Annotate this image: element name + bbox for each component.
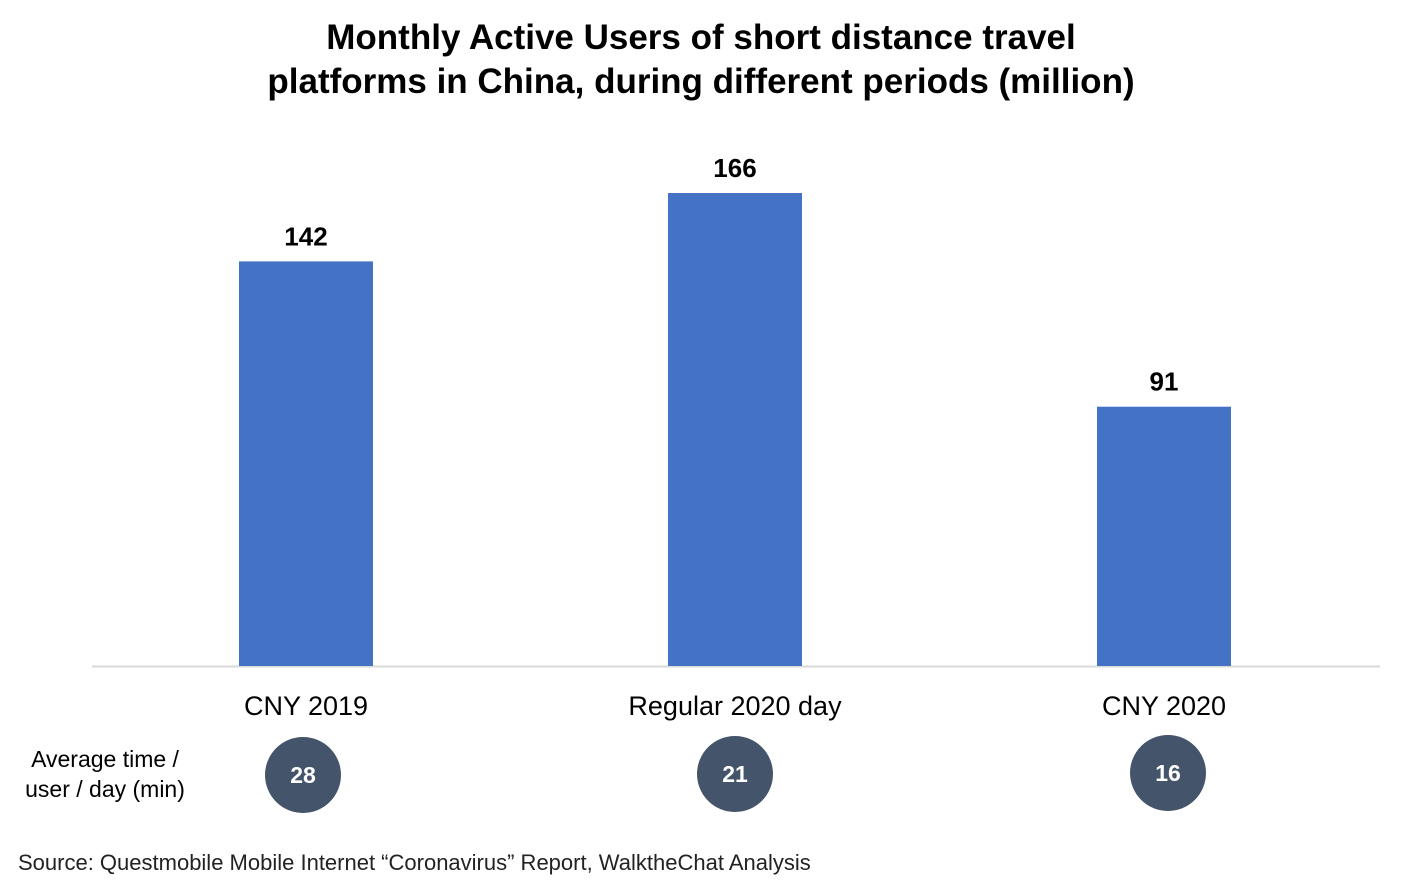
bar-3 [1097,406,1231,666]
data-label-3: 91 [1150,367,1179,397]
category-label-1: CNY 2019 [244,691,368,721]
category-label-2: Regular 2020 day [628,691,842,721]
average-time-badge-3: 16 [1130,735,1206,811]
bar-2 [668,193,802,666]
chart-title-line-1: Monthly Active Users of short distance t… [326,18,1076,57]
chart-title: Monthly Active Users of short distance t… [0,16,1402,104]
average-time-label: Average time / user / day (min) [10,744,200,804]
average-time-label-line-1: Average time / [31,746,179,772]
average-time-badge-2: 21 [697,736,773,812]
category-label-3: CNY 2020 [1102,691,1226,721]
data-label-1: 142 [284,221,327,251]
data-label-2: 166 [713,153,756,183]
average-time-badge-1: 28 [265,737,341,813]
source-note: Source: Questmobile Mobile Internet “Cor… [18,850,811,875]
average-time-label-line-2: user / day (min) [25,776,185,802]
bar-1 [239,261,373,666]
chart-title-line-2: platforms in China, during different per… [267,62,1135,101]
